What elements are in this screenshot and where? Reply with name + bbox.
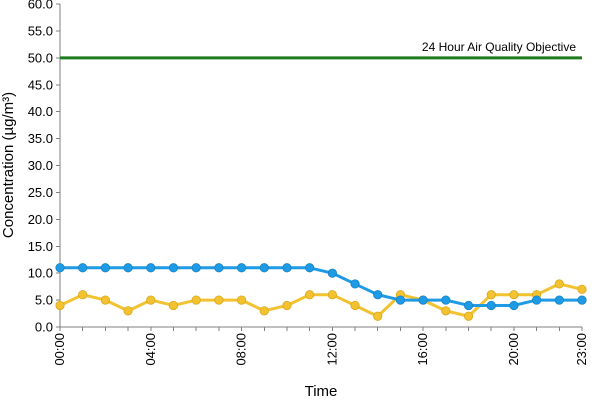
y-tick-label: 20.0 [28, 212, 53, 227]
data-point [123, 306, 133, 316]
data-point [191, 295, 201, 305]
data-point [78, 290, 88, 300]
data-point [168, 300, 179, 311]
data-point [123, 263, 133, 273]
data-point [463, 300, 474, 311]
y-tick-label: 30.0 [28, 158, 53, 173]
x-axis-title: Time [305, 383, 338, 400]
x-tick-label: 20:00 [506, 333, 521, 366]
x-tick-label: 00:00 [52, 333, 67, 366]
objective-line-group: 24 Hour Air Quality Objective [60, 40, 582, 60]
data-point [441, 295, 451, 305]
y-tick-label: 5.0 [35, 293, 53, 308]
data-point [305, 263, 315, 273]
data-point [78, 263, 88, 273]
data-point [55, 263, 65, 273]
data-point [509, 300, 519, 311]
x-tick-label: 16:00 [415, 333, 430, 366]
y-tick-label: 50.0 [28, 50, 53, 65]
data-point [395, 295, 406, 305]
axes [56, 3, 583, 331]
series-2 [55, 279, 587, 321]
data-point [441, 306, 451, 316]
data-point [236, 295, 247, 305]
data-point [168, 263, 179, 273]
data-point [577, 295, 587, 305]
data-point [327, 290, 337, 300]
data-point [214, 295, 224, 305]
y-tick-label: 0.0 [35, 320, 53, 335]
data-point [350, 300, 360, 311]
series-line [60, 266, 582, 307]
data-point [554, 279, 564, 289]
data-point [327, 268, 337, 278]
data-point [486, 300, 496, 311]
x-tick-label: 12:00 [324, 333, 339, 366]
y-tick-label: 45.0 [28, 77, 53, 92]
data-point [305, 290, 315, 300]
data-point [418, 295, 428, 305]
y-tick-label: 55.0 [28, 23, 53, 38]
data-point [191, 263, 201, 273]
objective-label: 24 Hour Air Quality Objective [422, 40, 576, 54]
tick-labels: 0.0 5.0 10.0 15.0 20.0 25.0 30.0 35.0 40.0 45.0 50… [28, 0, 589, 366]
data-point [259, 306, 269, 316]
series-1 [55, 263, 587, 311]
data-point [373, 311, 383, 321]
y-tick-label: 60.0 [28, 0, 53, 12]
data-point [55, 300, 65, 311]
y-tick-label: 10.0 [28, 266, 53, 281]
data-point [146, 295, 156, 305]
series-group [55, 263, 587, 321]
data-point [282, 300, 292, 311]
data-point [146, 263, 156, 273]
data-point [509, 290, 519, 300]
y-tick-label: 15.0 [28, 239, 53, 254]
data-point [100, 295, 110, 305]
data-point [214, 263, 224, 273]
y-axis-title: Concentration (µg/m³) [0, 92, 17, 238]
data-point [554, 295, 564, 305]
data-point [577, 284, 587, 294]
y-tick-label: 25.0 [28, 185, 53, 200]
x-tick-label: 08:00 [234, 333, 249, 366]
x-tick-label: 04:00 [143, 333, 158, 366]
y-tick-label: 35.0 [28, 131, 53, 146]
data-point [282, 263, 292, 273]
data-point [373, 290, 383, 300]
data-point [532, 295, 542, 305]
data-point [350, 279, 360, 289]
data-point [259, 263, 269, 273]
data-point [100, 263, 110, 273]
y-tick-label: 40.0 [28, 104, 53, 119]
data-point [486, 290, 496, 300]
series-line [59, 282, 583, 318]
data-point [236, 263, 247, 273]
x-tick-label: 23:00 [574, 333, 589, 366]
data-point [463, 311, 474, 321]
